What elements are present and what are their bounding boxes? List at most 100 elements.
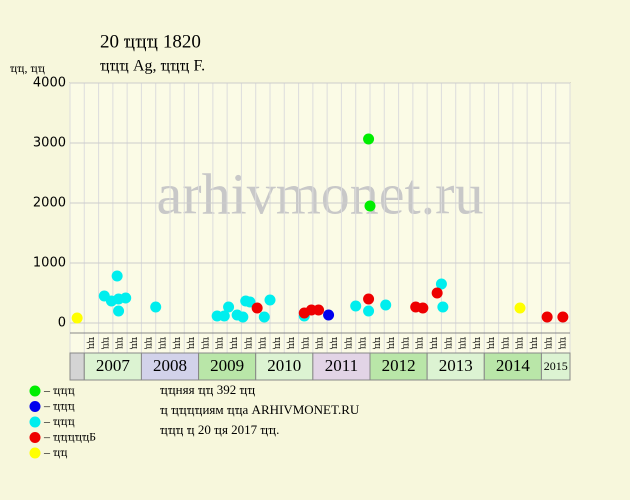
year-band — [369, 352, 428, 381]
y-tick-label: 1000 — [33, 256, 66, 271]
data-point — [363, 305, 375, 317]
data-point — [313, 304, 325, 316]
data-point — [150, 301, 162, 313]
column-label: ҵҵ — [229, 337, 240, 349]
data-point — [111, 270, 123, 282]
legend-marker — [29, 416, 41, 428]
year-label: 2013 — [439, 356, 473, 375]
y-axis-label: ҵҵ, ҵҵ — [10, 61, 45, 75]
y-tick-label: 2000 — [33, 196, 66, 211]
column-label: ҵҵ — [158, 337, 169, 349]
empty-column — [69, 352, 85, 381]
column-label: ҵҵ — [186, 337, 197, 349]
data-point — [323, 309, 335, 321]
data-point — [417, 302, 429, 314]
year-band — [426, 352, 485, 381]
data-point — [264, 294, 276, 306]
year-band — [483, 352, 542, 381]
legend-marker — [29, 447, 41, 459]
column-label: ҵҵ — [315, 337, 326, 349]
column-label: ҵҵ — [215, 337, 226, 349]
column-label: ҵҵ — [372, 337, 383, 349]
column-label: ҵҵ — [515, 337, 526, 349]
column-label: ҵҵ — [86, 337, 97, 349]
legend-marker — [29, 432, 41, 443]
year-label: 2007 — [96, 356, 131, 375]
column-label: ҵҵ — [543, 337, 554, 349]
legend-label: – ҵҵҵҵҵБ — [43, 429, 96, 443]
data-point — [557, 311, 569, 323]
data-point — [437, 301, 449, 313]
column-label: ҵҵ — [115, 337, 126, 349]
year-label: 2011 — [325, 356, 358, 375]
column-label: ҵҵ — [143, 337, 154, 349]
note: ҵҵняя ҵҵ 392 ҵҵ — [160, 382, 255, 397]
column-label: ҵҵ — [272, 337, 283, 349]
year-band — [312, 352, 371, 381]
legend-label: – ҵҵҵ — [43, 398, 75, 412]
note: ҵҵҵ ҵ 20 ҵя 2017 ҵҵ. — [160, 422, 279, 437]
year-band — [540, 352, 571, 381]
column-label: ҵҵ — [429, 337, 440, 349]
column-label: ҵҵ — [400, 337, 411, 349]
y-tick-label: 0 — [58, 316, 66, 331]
column-label: ҵҵ — [200, 337, 211, 349]
column-label: ҵҵ — [329, 337, 340, 349]
column-label: ҵҵ — [100, 337, 111, 349]
data-point — [350, 300, 362, 312]
data-point — [218, 310, 230, 322]
data-point — [364, 200, 376, 212]
column-label: ҵҵ — [529, 337, 540, 349]
column-label: ҵҵ — [300, 337, 311, 349]
data-point — [514, 302, 526, 314]
legend-label: – ҵҵ — [43, 445, 67, 459]
column-label: ҵҵ — [500, 337, 511, 349]
legend-label: – ҵҵҵ — [43, 383, 75, 397]
year-band — [255, 352, 314, 381]
legend-marker — [29, 385, 41, 397]
legend-marker — [29, 401, 41, 412]
column-label: ҵҵ — [443, 337, 454, 349]
column-label: ҵҵ — [415, 337, 426, 349]
data-point — [223, 301, 235, 313]
plot-area — [69, 82, 571, 381]
year-label: 2009 — [210, 356, 244, 375]
chart-subtitle: ҵҵҵ Ag, ҵҵҵ F. — [100, 58, 205, 75]
data-point — [363, 133, 375, 145]
year-label: 2014 — [496, 356, 531, 375]
column-label: ҵҵ — [386, 337, 397, 349]
note: ҵ ҵҵҵҵиям ҵҵа ARHIVMONET.RU — [160, 402, 360, 417]
year-band — [140, 352, 200, 381]
data-point — [258, 311, 270, 323]
year-label: 2012 — [382, 356, 416, 375]
data-point — [363, 293, 375, 305]
column-label: ҵҵ — [243, 337, 254, 349]
watermark: arhivmonet.ru — [157, 161, 484, 226]
data-point — [431, 287, 443, 299]
data-point — [237, 311, 249, 323]
data-point — [541, 311, 553, 323]
column-label: ҵҵ — [286, 337, 297, 349]
chart-title: 20 ҵҵҵ 1820 — [100, 31, 201, 52]
column-label: ҵҵ — [129, 337, 140, 349]
year-band — [83, 352, 142, 381]
data-point — [120, 292, 132, 304]
year-label: 2008 — [153, 356, 187, 375]
data-point — [251, 302, 263, 314]
column-label: ҵҵ — [458, 337, 469, 349]
year-label: 2010 — [267, 356, 301, 375]
data-point — [113, 305, 125, 317]
y-tick-label: 4000 — [33, 76, 66, 91]
y-tick-label: 3000 — [33, 136, 66, 151]
year-band — [198, 352, 257, 381]
column-label: ҵҵ — [258, 337, 269, 349]
data-point — [380, 299, 392, 311]
year-label: 2015 — [544, 359, 568, 373]
column-label: ҵҵ — [486, 337, 497, 349]
column-label: ҵҵ — [472, 337, 483, 349]
legend-label: – ҵҵҵ — [43, 414, 75, 428]
column-label: ҵҵ — [172, 337, 183, 349]
data-point — [435, 278, 447, 290]
